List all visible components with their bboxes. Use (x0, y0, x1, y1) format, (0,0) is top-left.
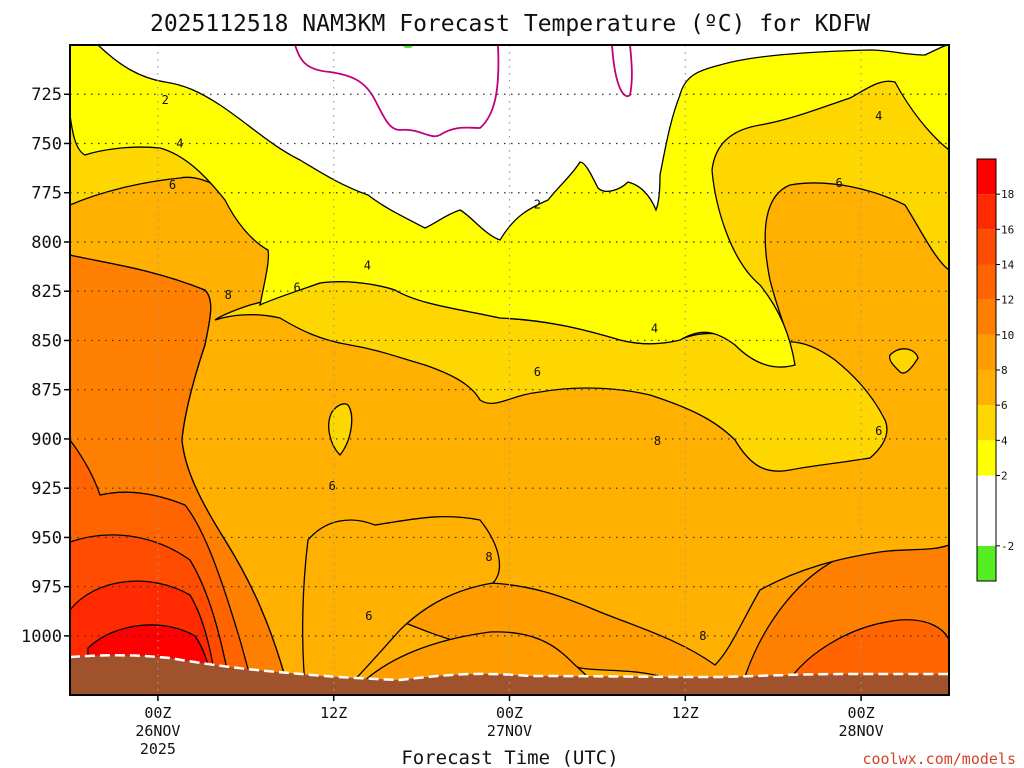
colorbar-band (977, 440, 996, 476)
x-tick-label-time: 00Z (848, 704, 875, 722)
ground-edge (70, 654, 949, 682)
contour-label: 4 (364, 259, 371, 273)
x-tick-label-time: 12Z (320, 704, 347, 722)
x-tick-label-time: 00Z (496, 704, 523, 722)
band-0-2 (97, 45, 949, 241)
contour-label: 6 (169, 178, 176, 192)
colorbar-tick-label: 6 (1001, 399, 1008, 412)
contour-labels: 2 4 6 8 6 4 2 6 4 8 6 8 6 8 6 4 6 (162, 93, 883, 643)
y-tick-label: 725 (31, 85, 62, 105)
y-tick-label: 1000 (21, 627, 62, 647)
colorbar-tick-label: 14 (1001, 259, 1015, 272)
y-tick-label: 975 (31, 578, 62, 598)
contour-label: 8 (699, 629, 706, 643)
x-tick-label-time: 12Z (672, 704, 699, 722)
contour-label: 6 (329, 479, 336, 493)
colorbar-band (977, 264, 996, 300)
colorbar-band (977, 370, 996, 406)
credit-text: coolwx.com/models (862, 750, 1016, 768)
y-tick-label: 925 (31, 479, 62, 499)
y-tick-label: 750 (31, 134, 62, 154)
colorbar-band (977, 475, 996, 546)
colorbar-band (977, 229, 996, 265)
colorbar-tick-label: 18 (1001, 188, 1014, 201)
band-6-8-middle-lower (302, 515, 501, 695)
y-tick-label: 900 (31, 430, 62, 450)
x-tick-label-time: 00Z (144, 704, 171, 722)
y-tick-label: 800 (31, 233, 62, 253)
chart-title: 2025112518 NAM3KM Forecast Temperature (… (150, 11, 870, 37)
colorbar-tick-label: -2 (1001, 540, 1014, 553)
contour-label: 8 (225, 288, 232, 302)
contour-label: 2 (162, 93, 169, 107)
x-tick-label-date: 28NOV (839, 722, 884, 740)
y-tick-label: 825 (31, 282, 62, 302)
colorbar-tick-label: 2 (1001, 470, 1008, 483)
colorbar-band (977, 545, 996, 581)
contour-label: 6 (875, 424, 882, 438)
x-tick-label-year: 2025 (140, 740, 176, 758)
contour-label: 6 (836, 176, 843, 190)
colorbar-band (977, 405, 996, 441)
freezing-contour (294, 45, 633, 138)
x-tick-label-date: 27NOV (487, 722, 532, 740)
y-tick-label: 950 (31, 528, 62, 548)
plot-area: 2 4 6 8 6 4 2 6 4 8 6 8 6 8 6 4 6 (70, 45, 949, 695)
contour-label: 8 (654, 434, 661, 448)
colorbar-tick-label: 16 (1001, 223, 1014, 236)
contour-label: 6 (365, 609, 372, 623)
contour-label: 2 (534, 198, 541, 212)
colorbar: -2 2 4 6 8 10 12 14 16 18 (976, 158, 1015, 582)
band-4-6-center-right (888, 348, 919, 374)
contour-label: 4 (875, 109, 882, 123)
contour-label: 4 (176, 136, 183, 150)
colorbar-tick-label: 8 (1001, 364, 1008, 377)
colorbar-tick-label: 12 (1001, 294, 1014, 307)
colorbar-band (977, 159, 996, 195)
colorbar-band (977, 334, 996, 370)
colorbar-band (977, 194, 996, 230)
contour-label: 8 (485, 550, 492, 564)
colorbar-tick-label: 10 (1001, 329, 1014, 342)
colorbar-tick-label: 4 (1001, 434, 1008, 447)
y-tick-label: 875 (31, 381, 62, 401)
x-axis-label: Forecast Time (UTC) (401, 747, 618, 768)
y-tick-label: 850 (31, 331, 62, 351)
y-tick-label: 775 (31, 184, 62, 204)
contour-label: 6 (293, 280, 300, 294)
y-axis: 725 750 775 800 825 850 875 900 925 950 975 1000 (21, 85, 70, 647)
contour-label: 4 (651, 322, 658, 336)
contour-label: 6 (534, 365, 541, 379)
band-4-6-pocket (328, 403, 353, 456)
x-tick-label-date: 26NOV (135, 722, 180, 740)
colorbar-band (977, 299, 996, 335)
